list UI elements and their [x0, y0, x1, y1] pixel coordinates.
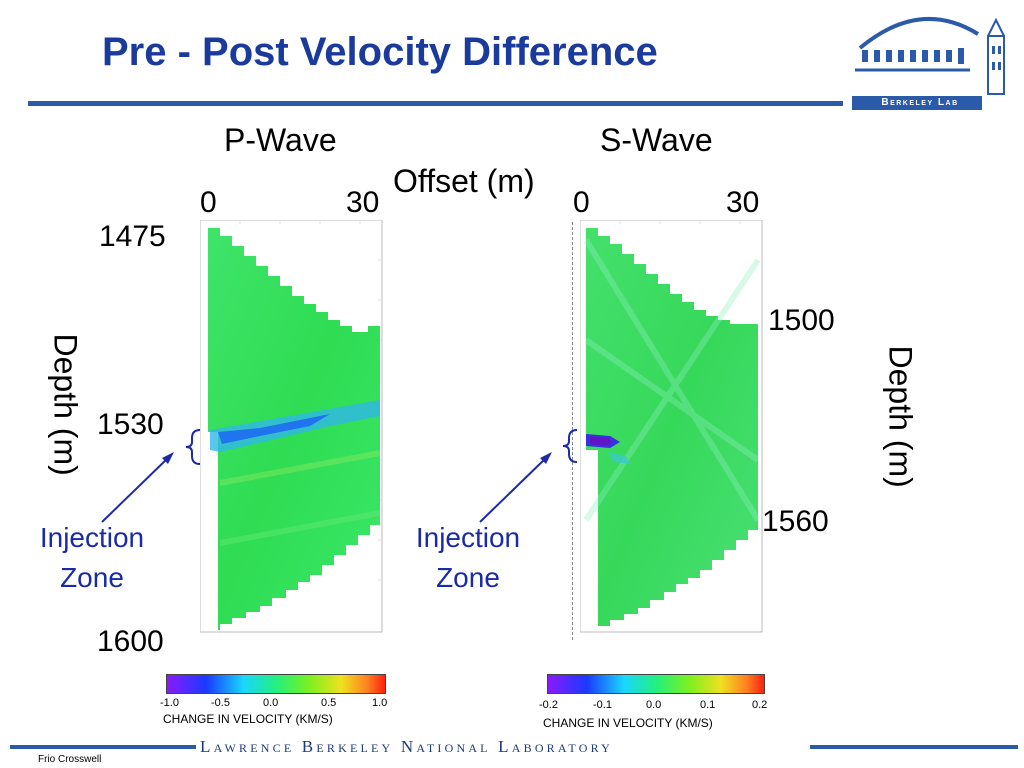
s-colorbar-tick-1: -0.1: [593, 699, 612, 711]
s-wave-velocity-image: [579, 219, 763, 634]
p-wave-velocity-panel: [199, 219, 385, 635]
p-depth-bottom: 1600: [97, 625, 164, 658]
s-injection-zone-label: Injection Zone: [398, 518, 538, 598]
p-colorbar-tick-0: -1.0: [160, 697, 179, 709]
p-colorbar-tick-2: 0.0: [263, 697, 279, 709]
s-wave-velocity-panel: [579, 219, 765, 635]
p-colorbar-tick-1: -0.5: [211, 697, 230, 709]
curly-brace-icon: [562, 429, 578, 463]
s-injection-arrow: [476, 450, 556, 525]
s-colorbar-tick-2: 0.0: [646, 699, 662, 711]
curly-brace-icon: [185, 429, 201, 465]
s-offset-start: 0: [573, 186, 590, 219]
title-divider: [28, 101, 843, 106]
p-depth-mid: 1530: [97, 408, 164, 441]
p-colorbar-tick-3: 0.5: [321, 697, 337, 709]
s-depth-axis-label: Depth (m): [882, 345, 919, 488]
p-colorbar-tick-4: 1.0: [372, 697, 388, 709]
p-depth-axis-label: Depth (m): [47, 333, 84, 476]
footer-banner: Lawrence Berkeley National Laboratory: [200, 737, 614, 756]
logo-text: Berkeley Lab: [881, 97, 959, 108]
page-title: Pre - Post Velocity Difference: [102, 30, 658, 74]
p-wave-label: P-Wave: [224, 122, 337, 158]
p-wave-velocity-image: [199, 219, 383, 633]
p-injection-bracket: [178, 428, 203, 466]
s-injection-line-2: Zone: [436, 562, 500, 593]
logo-graphic-icon: [852, 16, 1005, 110]
s-injection-line-1: Injection: [415, 522, 521, 553]
s-depth-mid-top: 1500: [768, 304, 835, 337]
p-injection-line-1: Injection: [39, 522, 145, 553]
p-depth-top: 1475: [99, 220, 166, 253]
s-wave-label: S-Wave: [600, 122, 713, 158]
arrow-icon: [101, 452, 174, 523]
p-injection-zone-label: Injection Zone: [22, 518, 162, 598]
s-colorbar-tick-4: 0.2: [752, 699, 768, 711]
s-offset-end: 30: [726, 186, 760, 219]
s-colorbar-tick-0: -0.2: [539, 699, 558, 711]
footer-rule-right: [810, 745, 1018, 749]
p-colorbar: [166, 674, 386, 694]
s-colorbar-title: CHANGE IN VELOCITY (KM/S): [543, 716, 713, 730]
offset-label: Offset (m): [393, 163, 535, 199]
s-colorbar: [547, 674, 765, 694]
p-offset-end: 30: [346, 186, 380, 219]
p-colorbar-title: CHANGE IN VELOCITY (KM/S): [163, 712, 333, 726]
berkeley-lab-logo: Berkeley Lab: [850, 6, 1024, 110]
s-injection-bracket: [555, 428, 580, 464]
s-depth-mid-bottom: 1560: [762, 505, 829, 538]
arrow-icon: [479, 452, 552, 523]
p-injection-line-2: Zone: [60, 562, 124, 593]
p-offset-start: 0: [200, 186, 217, 219]
footer-rule-left: [10, 745, 196, 749]
p-injection-arrow: [98, 450, 178, 525]
s-colorbar-tick-3: 0.1: [700, 699, 716, 711]
footer-note: Frio Crosswell: [38, 754, 102, 765]
